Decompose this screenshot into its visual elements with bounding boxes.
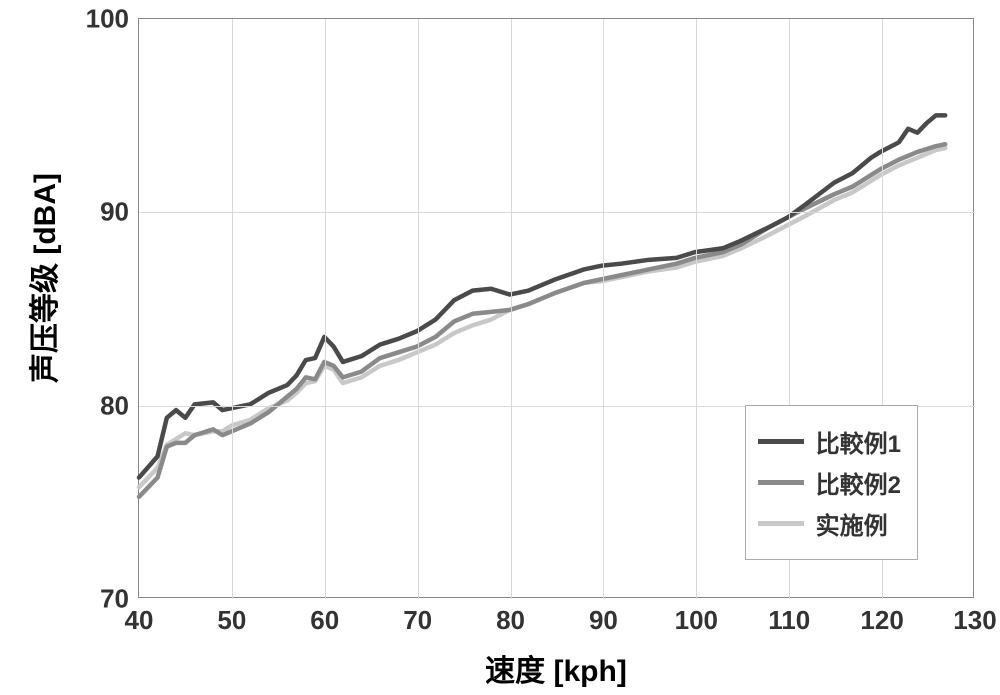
- legend-swatch: [758, 480, 804, 485]
- grid-line-v: [511, 19, 512, 599]
- x-axis-title: 速度 [kph]: [485, 646, 627, 690]
- legend-item: 比較例2: [758, 465, 901, 500]
- y-tick-label: 90: [100, 197, 139, 228]
- x-tick-label: 50: [217, 597, 246, 636]
- legend-label: 比較例2: [816, 465, 901, 500]
- x-tick-label: 100: [675, 597, 718, 636]
- legend-item: 比較例1: [758, 424, 901, 459]
- y-tick-label: 80: [100, 390, 139, 421]
- x-tick-label: 70: [403, 597, 432, 636]
- x-tick-label: 80: [496, 597, 525, 636]
- grid-line-h: [139, 212, 975, 213]
- y-tick-label: 100: [86, 4, 139, 35]
- x-tick-label: 130: [953, 597, 996, 636]
- legend: 比較例1 比較例2 实施例: [745, 405, 918, 560]
- spl-vs-speed-chart: 708090100405060708090100110120130 声压等级 […: [0, 0, 1000, 695]
- grid-line-v: [325, 19, 326, 599]
- x-tick-label: 40: [125, 597, 154, 636]
- x-tick-label: 120: [860, 597, 903, 636]
- grid-line-v: [418, 19, 419, 599]
- legend-label: 比較例1: [816, 424, 901, 459]
- x-tick-label: 110: [768, 597, 810, 636]
- legend-swatch: [758, 439, 804, 444]
- x-tick-label: 90: [589, 597, 618, 636]
- x-tick-label: 60: [310, 597, 339, 636]
- y-axis-title: 声压等级 [dBA]: [20, 173, 64, 383]
- legend-swatch: [758, 521, 804, 526]
- legend-label: 实施例: [816, 506, 888, 541]
- grid-line-v: [232, 19, 233, 599]
- legend-item: 实施例: [758, 506, 901, 541]
- grid-line-v: [696, 19, 697, 599]
- grid-line-v: [603, 19, 604, 599]
